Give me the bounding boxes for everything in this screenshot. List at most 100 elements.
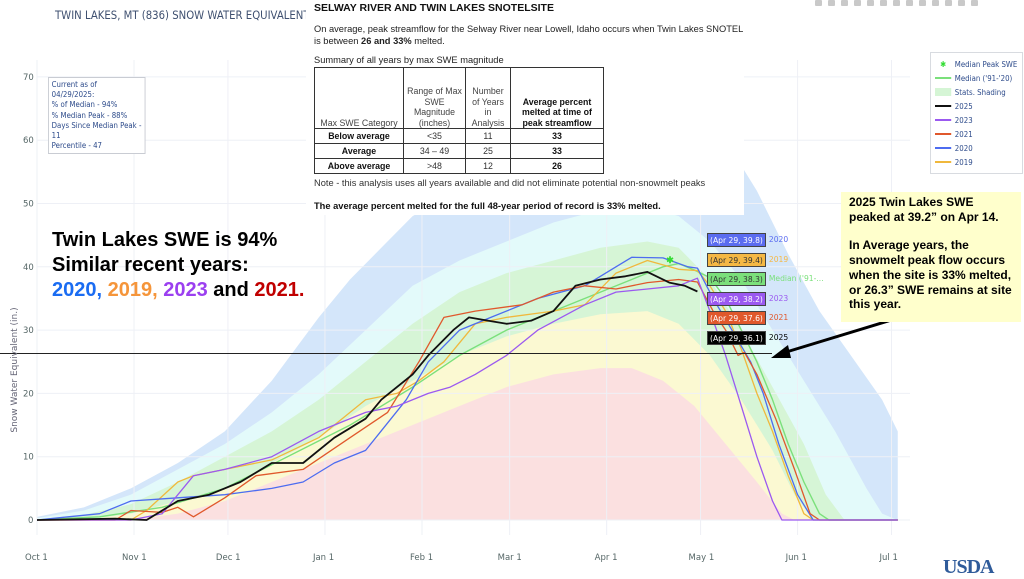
- table-cell: 33: [510, 128, 604, 144]
- legend-item[interactable]: 2021: [935, 128, 973, 140]
- legend-item[interactable]: 2020: [935, 142, 973, 154]
- intro-text: On average, peak streamflow for the Selw…: [314, 24, 743, 46]
- headline-annotation: Twin Lakes SWE is 94% Similar recent yea…: [52, 228, 304, 303]
- zoom-in-icon[interactable]: [880, 0, 887, 6]
- median-peak-marker: ✱: [666, 255, 674, 265]
- similar-years: 2020, 2019, 2023 and 2021.: [52, 278, 304, 303]
- pct-of-median: % of Median - 94%: [51, 100, 118, 110]
- line-swatch-icon: [935, 119, 952, 121]
- series-lines: ✱: [36, 255, 898, 521]
- band-10th: [37, 368, 898, 520]
- table-cell: 34 – 49: [403, 143, 466, 159]
- series-line-2023: [37, 277, 898, 521]
- legend-item[interactable]: Median ('91-'20): [935, 72, 1012, 84]
- hover-label: (Apr 29, 39.8) 2020: [707, 233, 788, 247]
- hover-series-name: 2023: [768, 293, 789, 303]
- autoscale-icon[interactable]: [906, 0, 913, 6]
- legend-item[interactable]: 2025: [935, 100, 973, 112]
- table-cell: >48: [403, 158, 466, 174]
- table-cell: 25: [465, 143, 511, 159]
- table-cell: 12: [465, 158, 511, 174]
- zoom-icon[interactable]: [828, 0, 835, 6]
- summary-table: Max SWE Category Range of Max SWE Magnit…: [314, 67, 604, 174]
- intro-bold: 26 and 33%: [361, 36, 412, 46]
- line-swatch-icon: [935, 133, 952, 135]
- legend-item[interactable]: 2019: [935, 156, 973, 168]
- y-tick-label: 30: [23, 326, 34, 336]
- table-cell: 33: [510, 143, 604, 159]
- x-tick-label: Mar 1: [498, 553, 522, 563]
- y-tick-label: 10: [23, 453, 34, 463]
- similar-year: 2023: [163, 279, 208, 301]
- table-cell: 26: [510, 158, 604, 174]
- similar-year: 2020: [52, 279, 97, 301]
- current-conditions-box: Current as of 04/29/2025: % of Median - …: [48, 77, 146, 155]
- headline-line1: Twin Lakes SWE is 94%: [52, 229, 278, 251]
- analysis-note: Note - this analysis uses all years avai…: [314, 178, 706, 188]
- panel-intro: On average, peak streamflow for the Selw…: [314, 23, 744, 47]
- table-header: Number of Years in Analysis: [465, 67, 511, 129]
- lasso-select-icon[interactable]: [867, 0, 874, 6]
- box-select-icon[interactable]: [854, 0, 861, 6]
- hover-compare-icon[interactable]: [958, 0, 965, 6]
- table-cell: 11: [465, 128, 511, 144]
- line-swatch-icon: [935, 105, 952, 107]
- hover-series-name: 2019: [768, 254, 789, 264]
- legend-label: Median Peak SWE: [954, 59, 1018, 69]
- legend-label: Stats. Shading: [954, 87, 1006, 97]
- legend-item[interactable]: 2023: [935, 114, 973, 126]
- hover-label: (Apr 29, 39.4) 2019: [707, 252, 789, 267]
- legend-item[interactable]: ✱ Median Peak SWE: [935, 58, 1017, 70]
- line-swatch-icon: [935, 77, 952, 79]
- legend-label: 2025: [954, 101, 973, 111]
- x-tick-label: Apr 1: [595, 553, 618, 563]
- chart-toolbar: [815, 0, 978, 8]
- line-swatch-icon: [935, 161, 952, 163]
- y-tick-label: 40: [23, 263, 34, 273]
- hover-label: (Apr 29, 38.3) Median ('91-...: [707, 272, 824, 286]
- legend-item[interactable]: Stats. Shading: [935, 86, 1006, 98]
- peak-annotation-para2: In Average years, the snowmelt peak flow…: [849, 238, 1012, 312]
- table-cell: Above average: [314, 158, 404, 174]
- pan-icon[interactable]: [841, 0, 848, 6]
- y-tick-label: 20: [23, 389, 34, 399]
- hover-value: (Apr 29, 39.4): [707, 252, 766, 267]
- camera-icon[interactable]: [815, 0, 822, 6]
- plotly-logo-icon[interactable]: [971, 0, 978, 6]
- table-row: Above average >48 12 26: [314, 158, 604, 174]
- similar-year: ,: [152, 279, 164, 301]
- hover-series-name: 2021: [768, 313, 789, 322]
- reset-axes-icon[interactable]: [919, 0, 926, 6]
- axes: Oct 1 Nov 1 Dec 1 Jan 1 Feb 1 Mar 1 Apr 1 May 1…: [23, 73, 898, 563]
- intro-text-end: melted.: [411, 36, 445, 46]
- hover-closest-icon[interactable]: [945, 0, 952, 6]
- table-cell: Below average: [314, 128, 404, 144]
- similar-year: 2021: [254, 279, 299, 301]
- similar-year: ,: [96, 279, 108, 301]
- x-tick-label: Oct 1: [25, 553, 48, 563]
- hover-value: (Apr 29, 38.3): [707, 272, 766, 286]
- y-tick-label: 70: [23, 73, 34, 83]
- x-tick-label: Dec 1: [216, 553, 241, 563]
- table-header-row: Max SWE Category Range of Max SWE Magnit…: [314, 67, 604, 129]
- hover-series-name: 2020: [768, 235, 789, 244]
- x-tick-label: Jun 1: [785, 553, 807, 563]
- average-percent-melted: The average percent melted for the full …: [314, 201, 661, 211]
- hover-series-name: 2025: [768, 332, 789, 342]
- similar-year: 2019: [107, 279, 153, 301]
- x-tick-label: Feb 1: [410, 553, 433, 563]
- marker-icon: ✱: [940, 59, 947, 69]
- hover-value: (Apr 29, 38.2): [707, 291, 766, 306]
- spike-lines-icon[interactable]: [932, 0, 939, 6]
- table-cell: <35: [403, 128, 466, 144]
- legend-label: 2019: [954, 157, 973, 167]
- peak-annotation-para1: 2025 Twin Lakes SWE peaked at 39.2” on A…: [849, 195, 999, 224]
- legend-label: 2023: [954, 115, 973, 125]
- hover-value: (Apr 29, 39.8): [707, 233, 766, 247]
- table-header: Max SWE Category: [314, 67, 404, 129]
- hover-label: (Apr 29, 37.6) 2021: [707, 311, 788, 325]
- x-tick-label: Jul 1: [878, 553, 897, 563]
- zoom-out-icon[interactable]: [893, 0, 900, 6]
- chart-title: TWIN LAKES, MT (836) SNOW WATER EQUIVALE…: [55, 8, 310, 22]
- peak-annotation-box: 2025 Twin Lakes SWE peaked at 39.2” on A…: [841, 192, 1021, 322]
